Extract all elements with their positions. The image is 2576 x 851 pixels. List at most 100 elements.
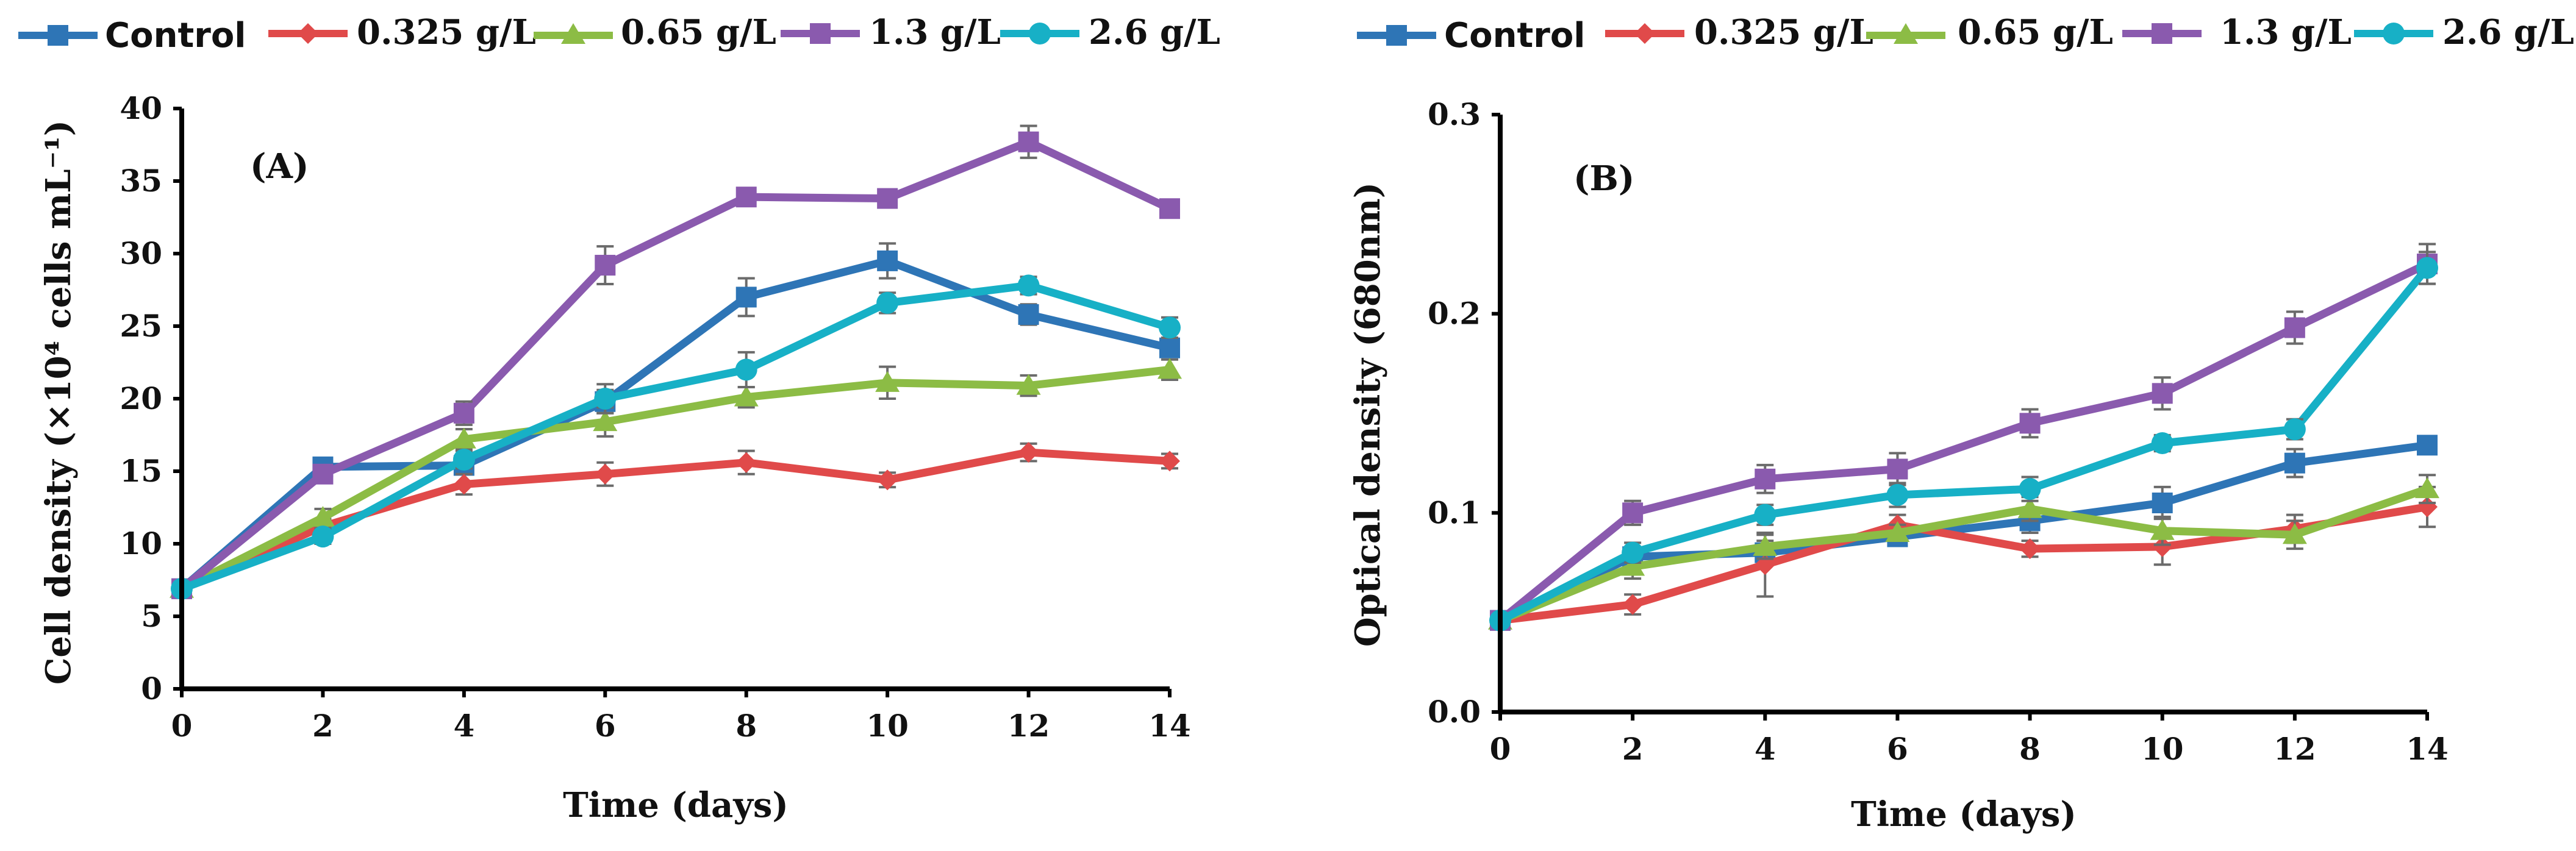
x-tick-label: 8 (2019, 731, 2041, 767)
y-axis-ticks-a: 0 5 10 15 20 25 30 35 40 (120, 90, 182, 707)
data-point (1157, 358, 1182, 379)
y-tick-label: 0.0 (1428, 694, 1481, 730)
data-point (1886, 483, 1909, 506)
data-point (2284, 317, 2305, 338)
data-point (875, 371, 900, 392)
data-point (877, 250, 898, 271)
x-axis-title-b: Time (days) (1851, 794, 2077, 835)
legend-item: 2.6 g/L (2354, 12, 2574, 52)
data-point (1753, 535, 1778, 556)
data-point (2151, 432, 2174, 454)
data-point (310, 506, 335, 527)
plot-area-b (1488, 243, 2439, 632)
data-point (2152, 493, 2173, 513)
legend-label: 0.325 g/L (357, 12, 536, 52)
data-point (735, 287, 757, 308)
data-point (1620, 555, 1645, 576)
legend-label: 1.3 g/L (869, 12, 1001, 52)
legend-label: 0.65 g/L (1958, 12, 2113, 52)
x-tick-label: 12 (1007, 708, 1050, 744)
data-point (1622, 502, 1644, 524)
data-point (734, 385, 759, 407)
x-tick-label: 14 (1148, 708, 1191, 744)
x-tick-label: 0 (1490, 731, 1511, 767)
y-tick-label: 0.1 (1428, 494, 1481, 530)
data-point (2019, 413, 2041, 434)
data-point (595, 463, 616, 485)
data-point (1017, 274, 1040, 297)
data-point (1887, 458, 1908, 480)
data-point (1159, 316, 1181, 339)
x-tick-label: 4 (1755, 731, 1776, 767)
data-point (735, 187, 757, 208)
panel-label-b: (B) (1573, 158, 1634, 199)
x-tick-label: 4 (453, 708, 474, 744)
series-2-6-g-l (1489, 251, 2438, 632)
legend-swatch-marker (810, 23, 831, 44)
panel-label-a: (A) (250, 146, 309, 187)
data-point (1016, 374, 1041, 395)
legend-swatch-marker (1634, 23, 1655, 44)
data-point (2283, 418, 2306, 441)
data-point (1018, 304, 1039, 325)
data-point (453, 402, 474, 424)
series-line (177, 365, 1174, 593)
data-point (2019, 538, 2041, 560)
y-tick-label: 0 (141, 671, 162, 707)
legend-swatch-marker (1894, 23, 1918, 44)
data-point (2417, 435, 2438, 456)
data-point (2416, 257, 2438, 279)
series-line (1496, 441, 2431, 625)
data-point (1018, 131, 1039, 152)
series-line (1496, 485, 2431, 625)
data-point (876, 291, 899, 314)
legend-item: 0.325 g/L (268, 12, 536, 52)
legend-item: 0.65 g/L (534, 12, 776, 52)
x-tick-label: 10 (866, 708, 909, 744)
x-tick-label: 12 (2274, 731, 2316, 767)
y-axis-ticks-b: 0.0 0.1 0.2 0.3 (1428, 96, 1500, 730)
data-point (1622, 541, 1644, 564)
legend-label: 0.65 g/L (621, 12, 776, 52)
data-point (2282, 523, 2307, 544)
data-point (1159, 198, 1180, 219)
data-point (453, 448, 475, 471)
y-tick-label: 0.3 (1428, 96, 1481, 132)
legend-item: 2.6 g/L (1000, 12, 1220, 52)
legend-item: 1.3 g/L (2122, 12, 2352, 52)
x-tick-label: 6 (1887, 731, 1908, 767)
data-point (877, 188, 898, 209)
legend-item: 0.65 g/L (1866, 12, 2113, 52)
legend-swatch-marker (1386, 25, 1407, 46)
plot-area-a (170, 124, 1182, 600)
legend-label: Control (1444, 16, 1586, 55)
data-point (1018, 442, 1039, 463)
data-point (2152, 536, 2173, 557)
legend-swatch-marker (2152, 23, 2172, 44)
data-point (877, 469, 898, 491)
data-point (595, 255, 616, 276)
data-point (1159, 450, 1180, 472)
x-axis-title-a: Time (days) (563, 785, 789, 825)
series-line (1496, 260, 2431, 625)
series-line (177, 138, 1174, 593)
data-point (312, 463, 334, 485)
y-tick-label: 5 (141, 598, 162, 634)
data-point (451, 427, 476, 449)
data-point (2284, 452, 2305, 474)
y-tick-label: 30 (120, 235, 162, 271)
legend-swatch-marker (1029, 23, 1051, 45)
legend-label: Control (105, 16, 246, 55)
series-line (1496, 264, 2431, 625)
x-tick-label: 2 (1622, 731, 1644, 767)
data-point (2150, 519, 2175, 540)
data-point (594, 388, 617, 410)
y-tick-label: 0.2 (1428, 296, 1481, 332)
legend-swatch-marker (298, 23, 318, 44)
series-2-6-g-l (171, 274, 1181, 600)
data-point (2415, 477, 2439, 499)
data-point (1885, 521, 1910, 542)
chart-panel-a: Control 0.325 g/L 0.65 g/L 1.3 g/L 2.6 g (18, 12, 1220, 825)
data-point (735, 358, 757, 381)
data-point (2152, 383, 2173, 404)
